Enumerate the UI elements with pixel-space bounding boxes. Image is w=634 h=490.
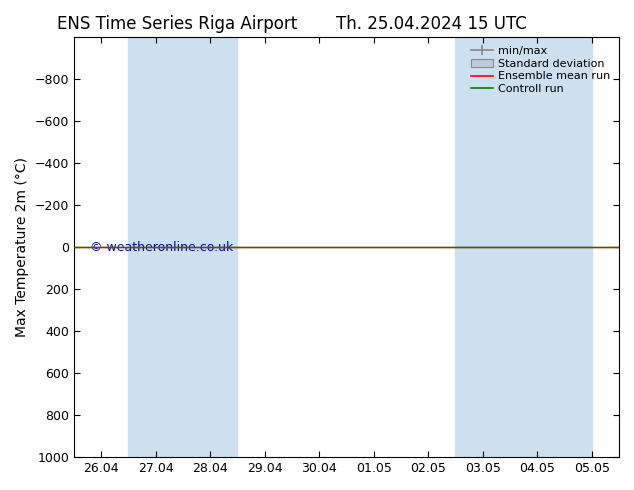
Bar [129, 37, 238, 457]
Y-axis label: Max Temperature 2m (°C): Max Temperature 2m (°C) [15, 157, 29, 337]
Text: Th. 25.04.2024 15 UTC: Th. 25.04.2024 15 UTC [336, 15, 526, 33]
Text: ENS Time Series Riga Airport: ENS Time Series Riga Airport [58, 15, 297, 33]
Text: © weatheronline.co.uk: © weatheronline.co.uk [90, 241, 233, 254]
Bar [455, 37, 592, 457]
Legend: min/max, Standard deviation, Ensemble mean run, Controll run: min/max, Standard deviation, Ensemble me… [468, 43, 614, 98]
